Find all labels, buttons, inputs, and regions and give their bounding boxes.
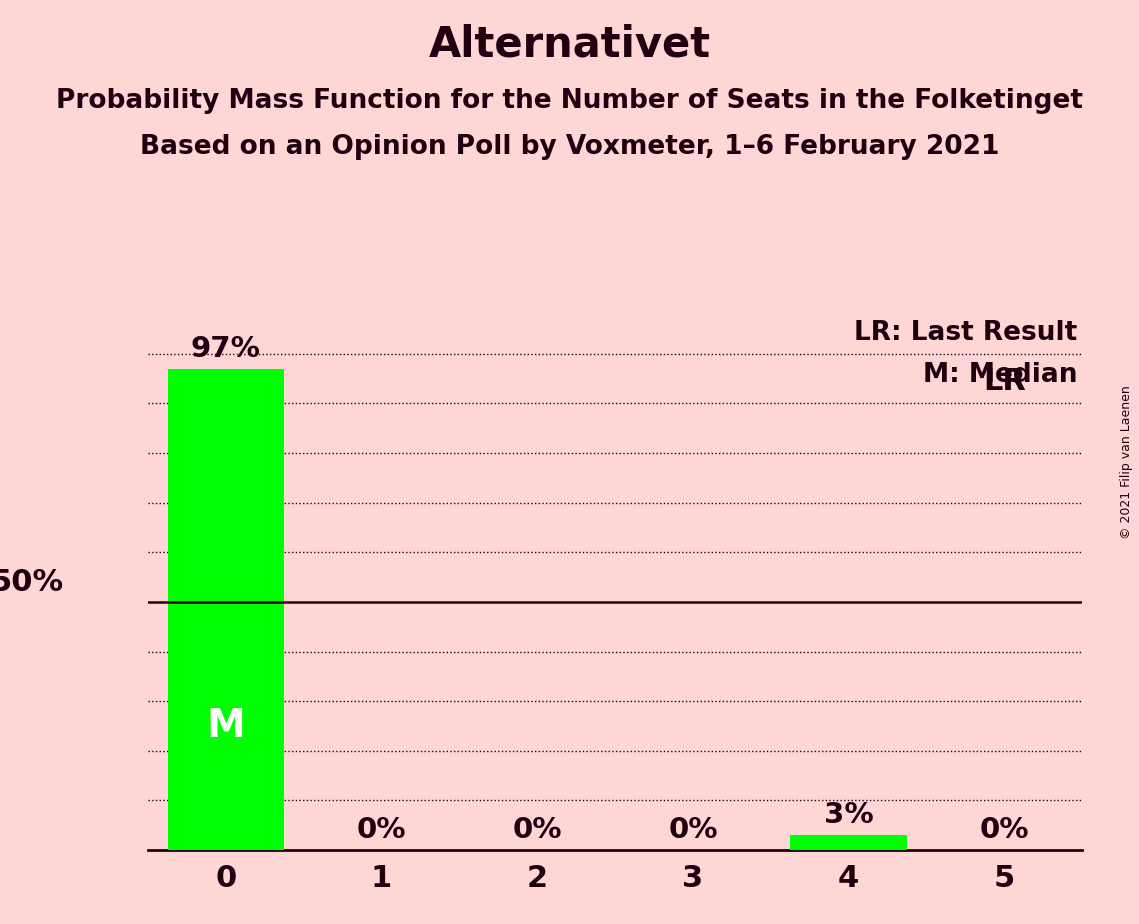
Text: © 2021 Filip van Laenen: © 2021 Filip van Laenen (1121, 385, 1133, 539)
Bar (167, 369, 285, 850)
Text: LR: LR (983, 367, 1025, 396)
Text: Probability Mass Function for the Number of Seats in the Folketinget: Probability Mass Function for the Number… (56, 88, 1083, 114)
Bar (790, 835, 907, 850)
Text: 97%: 97% (191, 334, 261, 363)
Text: 3%: 3% (823, 801, 874, 829)
Text: Based on an Opinion Poll by Voxmeter, 1–6 February 2021: Based on an Opinion Poll by Voxmeter, 1–… (140, 134, 999, 160)
Text: 50%: 50% (0, 567, 64, 597)
Text: 0%: 0% (980, 816, 1029, 845)
Text: 0%: 0% (357, 816, 407, 845)
Text: LR: Last Result: LR: Last Result (854, 320, 1077, 346)
Text: 0%: 0% (669, 816, 718, 845)
Text: M: Median: M: Median (923, 362, 1077, 388)
Text: M: M (206, 707, 245, 745)
Text: Alternativet: Alternativet (428, 23, 711, 65)
Text: 0%: 0% (513, 816, 562, 845)
